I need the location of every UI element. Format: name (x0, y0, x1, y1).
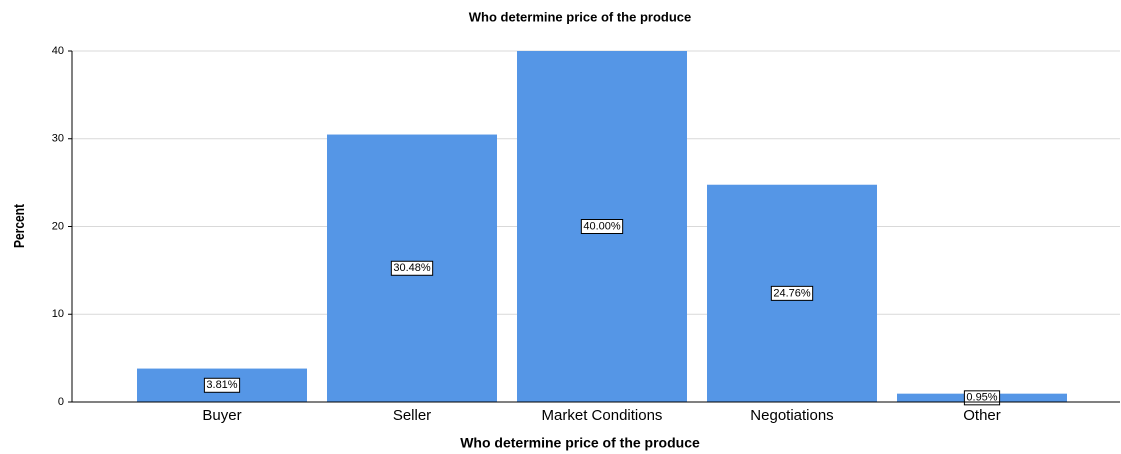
data-label-box (770, 285, 814, 301)
data-label-box (390, 260, 434, 276)
data-label: 24.76% (773, 287, 811, 299)
y-tick-label: 40 (52, 45, 64, 57)
x-tick-label: Market Conditions (542, 407, 663, 424)
x-axis-label: Who determine price of the produce (460, 435, 700, 451)
chart-title: Who determine price of the produce (469, 9, 691, 24)
data-label-box (203, 377, 241, 393)
x-tick-label: Buyer (202, 407, 241, 424)
y-tick-label: 10 (52, 308, 64, 320)
data-label: 30.48% (393, 262, 431, 274)
x-tick-label: Seller (393, 407, 431, 424)
y-axis-label: Percent (11, 204, 28, 248)
data-label-box (963, 390, 1001, 406)
data-label-box (580, 219, 624, 234)
data-label: 0.95% (966, 392, 997, 404)
y-tick-label: 20 (52, 220, 64, 232)
x-tick-label: Negotiations (750, 407, 833, 424)
data-label: 3.81% (206, 379, 237, 391)
x-tick-label: Other (963, 407, 1001, 424)
data-label: 40.00% (583, 220, 621, 232)
y-tick-label: 30 (52, 133, 64, 145)
y-tick-label: 0 (58, 396, 64, 408)
